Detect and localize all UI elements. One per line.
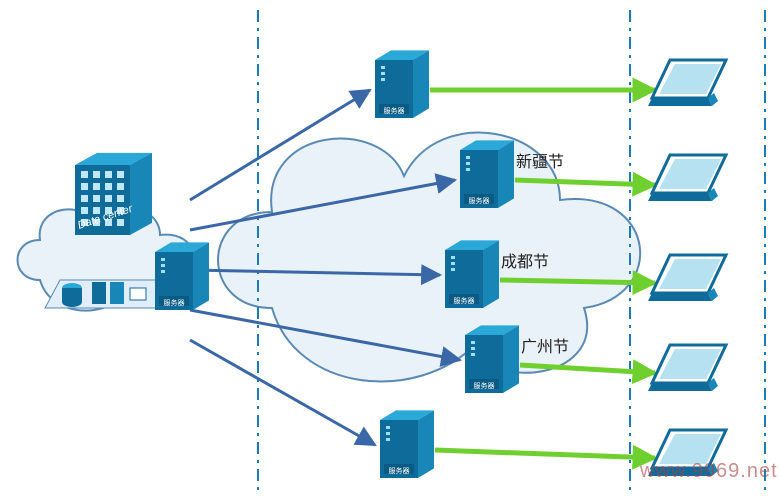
- svg-text:服务器: 服务器: [389, 466, 410, 475]
- cloud-large: [218, 133, 640, 382]
- svg-text:服务器: 服务器: [454, 296, 475, 305]
- arrow-delivery-2: [500, 280, 655, 283]
- datacenter-server: 服务器: [155, 242, 209, 310]
- cdn-server-s5: 服务器: [380, 410, 434, 478]
- cdn-server-s1: 服务器: [375, 50, 429, 118]
- client-c1: [648, 60, 726, 106]
- watermark: www.9969.net: [640, 460, 778, 483]
- cdn-server-s4: 服务器: [465, 325, 519, 393]
- cdn-label-s2: 新疆节: [516, 148, 564, 172]
- diagram-stage: Data center服务器 服务器服务器服务器服务器服务器 新疆节成都节广州节…: [0, 0, 781, 500]
- svg-text:服务器: 服务器: [469, 196, 490, 205]
- client-c4: [648, 345, 726, 391]
- svg-text:服务器: 服务器: [164, 298, 185, 307]
- svg-text:服务器: 服务器: [384, 106, 405, 115]
- cdn-label-s4: 广州节: [521, 333, 569, 357]
- datacenter-rack: [45, 280, 170, 308]
- client-c3: [648, 255, 726, 301]
- arrow-delivery-4: [435, 450, 655, 458]
- cdn-server-s2: 服务器: [460, 140, 514, 208]
- svg-text:服务器: 服务器: [474, 381, 495, 390]
- diagram-svg: Data center服务器 服务器服务器服务器服务器服务器: [0, 0, 781, 500]
- client-c2: [648, 155, 726, 201]
- datacenter-building: Data center: [75, 153, 152, 235]
- cdn-label-s3: 成都节: [501, 248, 549, 272]
- cdn-server-s3: 服务器: [445, 240, 499, 308]
